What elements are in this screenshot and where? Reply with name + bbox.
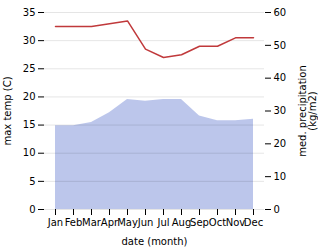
svg-text:Jan: Jan xyxy=(47,217,63,228)
svg-text:May: May xyxy=(117,217,138,228)
svg-text:Nov: Nov xyxy=(226,217,246,228)
svg-text:Mar: Mar xyxy=(82,217,102,228)
svg-text:20: 20 xyxy=(274,138,287,149)
svg-text:Jun: Jun xyxy=(137,217,154,228)
svg-text:15: 15 xyxy=(23,119,36,130)
svg-text:max temp (C): max temp (C) xyxy=(2,76,13,145)
svg-text:5: 5 xyxy=(29,176,35,187)
svg-text:Apr: Apr xyxy=(100,216,119,228)
svg-text:50: 50 xyxy=(274,40,287,51)
svg-text:Oct: Oct xyxy=(209,217,226,228)
svg-text:0: 0 xyxy=(29,204,35,215)
svg-text:20: 20 xyxy=(23,91,36,102)
svg-text:Feb: Feb xyxy=(65,217,83,228)
svg-text:30: 30 xyxy=(274,105,287,116)
svg-text:40: 40 xyxy=(274,72,287,83)
svg-text:Sep: Sep xyxy=(190,217,209,228)
svg-text:60: 60 xyxy=(274,7,287,18)
svg-text:date (month): date (month) xyxy=(122,236,188,247)
svg-text:10: 10 xyxy=(274,171,287,182)
svg-text:Dec: Dec xyxy=(244,217,263,228)
svg-text:35: 35 xyxy=(23,7,36,18)
svg-text:0: 0 xyxy=(274,204,280,215)
svg-text:25: 25 xyxy=(23,63,36,74)
svg-text:30: 30 xyxy=(23,35,36,46)
svg-text:med. precipitation(kg/m2): med. precipitation(kg/m2) xyxy=(297,65,318,157)
svg-text:Aug: Aug xyxy=(172,217,192,228)
svg-text:Jul: Jul xyxy=(156,217,169,228)
svg-text:10: 10 xyxy=(23,147,36,158)
